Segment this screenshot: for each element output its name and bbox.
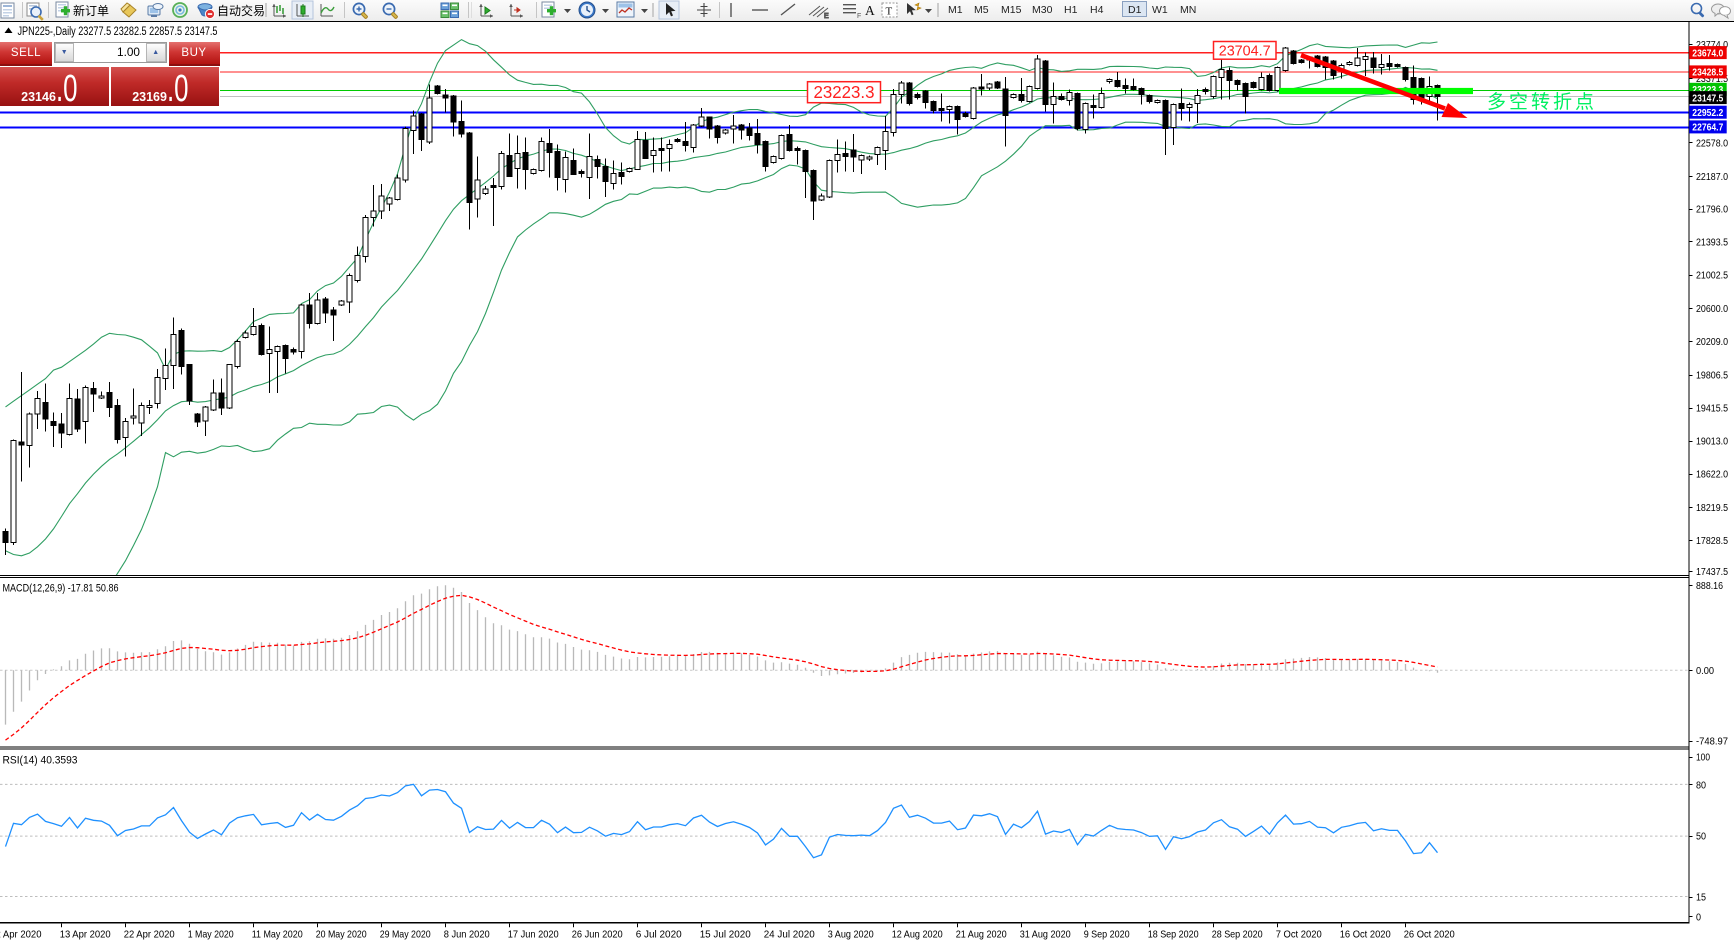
svg-text:28 Sep 2020: 28 Sep 2020 bbox=[1212, 930, 1263, 941]
svg-text:20209.0: 20209.0 bbox=[1696, 337, 1728, 348]
svg-text:21393.5: 21393.5 bbox=[1696, 238, 1728, 249]
svg-text:1 May 2020: 1 May 2020 bbox=[188, 930, 234, 941]
svg-text:22 Apr 2020: 22 Apr 2020 bbox=[124, 930, 175, 941]
svg-text:23147.5: 23147.5 bbox=[1692, 93, 1723, 104]
svg-text:100: 100 bbox=[1696, 753, 1710, 764]
svg-text:23674.0: 23674.0 bbox=[1692, 48, 1723, 59]
svg-text:21796.0: 21796.0 bbox=[1696, 205, 1728, 216]
svg-text:29 May 2020: 29 May 2020 bbox=[380, 930, 431, 941]
svg-text:19415.5: 19415.5 bbox=[1696, 404, 1728, 415]
svg-text:17 Jun 2020: 17 Jun 2020 bbox=[508, 930, 559, 941]
svg-text:9 Sep 2020: 9 Sep 2020 bbox=[1084, 930, 1130, 941]
svg-text:19806.5: 19806.5 bbox=[1696, 371, 1728, 382]
svg-text:11 May 2020: 11 May 2020 bbox=[252, 930, 303, 941]
svg-text:20 May 2020: 20 May 2020 bbox=[316, 930, 367, 941]
svg-text:15: 15 bbox=[1696, 893, 1706, 904]
svg-text:0: 0 bbox=[1696, 912, 1701, 923]
svg-text:3 Aug 2020: 3 Aug 2020 bbox=[828, 930, 874, 941]
svg-text:23704.7: 23704.7 bbox=[1219, 42, 1271, 59]
svg-text:MACD(12,26,9) -17.81 50.86: MACD(12,26,9) -17.81 50.86 bbox=[3, 583, 119, 595]
svg-text:22952.2: 22952.2 bbox=[1692, 108, 1723, 119]
svg-text:-748.97: -748.97 bbox=[1696, 737, 1728, 748]
svg-text:多空转折点: 多空转折点 bbox=[1487, 91, 1597, 113]
svg-text:17828.5: 17828.5 bbox=[1696, 536, 1728, 547]
svg-text:0.00: 0.00 bbox=[1696, 666, 1714, 677]
svg-text:21002.5: 21002.5 bbox=[1696, 271, 1728, 282]
svg-text:22578.0: 22578.0 bbox=[1696, 139, 1728, 150]
svg-text:21 Aug 2020: 21 Aug 2020 bbox=[956, 930, 1007, 941]
svg-text:2 Apr 2020: 2 Apr 2020 bbox=[0, 930, 42, 941]
svg-text:18 Sep 2020: 18 Sep 2020 bbox=[1148, 930, 1199, 941]
svg-text:23223.3: 23223.3 bbox=[1692, 85, 1723, 96]
svg-text:31 Aug 2020: 31 Aug 2020 bbox=[1020, 930, 1071, 941]
svg-text:26 Jun 2020: 26 Jun 2020 bbox=[572, 930, 623, 941]
svg-text:23223.3: 23223.3 bbox=[814, 82, 875, 102]
svg-text:80: 80 bbox=[1696, 781, 1706, 792]
svg-text:12 Aug 2020: 12 Aug 2020 bbox=[892, 930, 943, 941]
svg-text:19013.0: 19013.0 bbox=[1696, 437, 1728, 448]
svg-text:15 Jul 2020: 15 Jul 2020 bbox=[700, 930, 751, 941]
svg-text:18622.0: 18622.0 bbox=[1696, 470, 1728, 481]
svg-text:888.16: 888.16 bbox=[1696, 581, 1723, 592]
svg-text:F: F bbox=[857, 13, 861, 20]
svg-text:20600.0: 20600.0 bbox=[1696, 304, 1728, 315]
svg-text:7 Oct 2020: 7 Oct 2020 bbox=[1276, 930, 1322, 941]
svg-text:23774.0: 23774.0 bbox=[1696, 40, 1728, 51]
svg-text:23428.5: 23428.5 bbox=[1692, 68, 1723, 79]
svg-text:23371.5: 23371.5 bbox=[1696, 74, 1728, 85]
svg-text:JPN225-,Daily 23277.5 23282.5: JPN225-,Daily 23277.5 23282.5 22857.5 23… bbox=[18, 26, 218, 38]
svg-text:A: A bbox=[865, 3, 875, 18]
svg-text:RSI(14) 40.3593: RSI(14) 40.3593 bbox=[3, 755, 78, 767]
svg-text:24 Jul 2020: 24 Jul 2020 bbox=[764, 930, 815, 941]
svg-text:17437.5: 17437.5 bbox=[1696, 567, 1728, 578]
svg-text:22764.7: 22764.7 bbox=[1692, 123, 1723, 134]
svg-text:18219.5: 18219.5 bbox=[1696, 503, 1728, 514]
svg-text:13 Apr 2020: 13 Apr 2020 bbox=[60, 930, 111, 941]
svg-text:8 Jun 2020: 8 Jun 2020 bbox=[444, 930, 490, 941]
svg-text:T: T bbox=[886, 6, 893, 18]
svg-text:50: 50 bbox=[1696, 832, 1706, 843]
svg-text:26 Oct 2020: 26 Oct 2020 bbox=[1404, 930, 1455, 941]
svg-text:16 Oct 2020: 16 Oct 2020 bbox=[1340, 930, 1391, 941]
svg-text:22187.0: 22187.0 bbox=[1696, 172, 1728, 183]
svg-text:6 Jul 2020: 6 Jul 2020 bbox=[636, 930, 682, 941]
svg-text:E: E bbox=[824, 13, 829, 20]
